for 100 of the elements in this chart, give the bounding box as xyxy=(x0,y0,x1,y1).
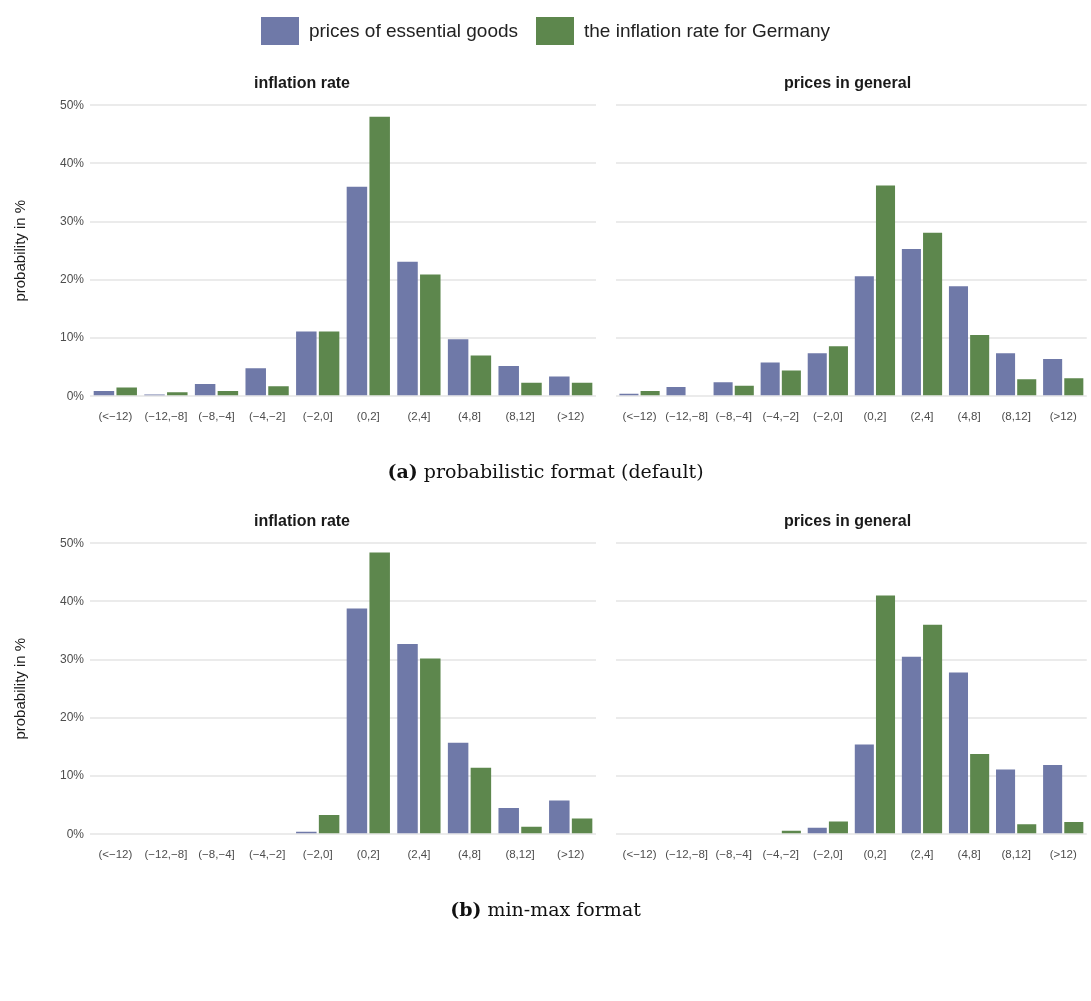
bar xyxy=(807,827,827,834)
bar xyxy=(318,814,340,834)
y-tick-label: 20% xyxy=(59,272,85,287)
bar xyxy=(666,386,686,396)
x-tick-label: (−8,−4] xyxy=(198,848,235,861)
legend-label: the inflation rate for Germany xyxy=(584,20,831,42)
x-tick-label: (−4,−2] xyxy=(248,410,286,423)
bar xyxy=(875,185,896,396)
x-tick-label: (4,8] xyxy=(957,848,981,861)
bar xyxy=(1043,764,1063,834)
x-tick-label: (−2,0] xyxy=(302,848,333,861)
x-tick-label: (−8,−4] xyxy=(715,848,752,861)
x-tick-label: (>12) xyxy=(557,848,585,861)
x-tick-label: (8,12] xyxy=(1001,410,1031,423)
bar xyxy=(970,335,990,396)
text: (b) min-max format xyxy=(449,897,642,922)
bar xyxy=(369,116,390,396)
bar xyxy=(640,390,660,396)
bar xyxy=(854,276,874,396)
chart-title: inflation rate xyxy=(253,74,351,92)
bar xyxy=(296,331,317,396)
bar xyxy=(397,261,418,396)
bar xyxy=(713,382,733,396)
x-tick-label: (0,2] xyxy=(356,848,380,861)
bar xyxy=(93,390,115,396)
bar xyxy=(571,382,593,396)
bar xyxy=(346,608,368,834)
chart-title: prices in general xyxy=(783,512,912,530)
bar xyxy=(447,742,469,834)
bar xyxy=(1064,821,1084,834)
bar xyxy=(470,355,492,396)
x-tick-label: (<−12) xyxy=(98,848,133,861)
bar xyxy=(1017,379,1037,396)
y-tick-label: 20% xyxy=(59,710,85,725)
bar xyxy=(901,248,921,396)
bar xyxy=(194,383,216,396)
bar xyxy=(875,595,896,834)
y-tick-label: 40% xyxy=(59,155,85,170)
y-tick-label: 0% xyxy=(66,826,85,841)
x-tick-label: (<−12) xyxy=(98,410,133,423)
bar xyxy=(420,658,441,834)
x-tick-label: (8,12] xyxy=(1001,848,1031,861)
bar xyxy=(1017,824,1037,834)
bar xyxy=(970,753,990,834)
bar xyxy=(828,821,848,834)
bar xyxy=(369,552,390,834)
x-tick-label: (−12,−8] xyxy=(665,848,709,861)
bar xyxy=(217,390,239,396)
x-tick-label: (−12,−8] xyxy=(144,410,188,423)
bar xyxy=(116,387,137,396)
x-tick-label: (−2,0] xyxy=(812,410,843,423)
x-tick-label: (−8,−4] xyxy=(715,410,752,423)
chart-title: prices in general xyxy=(783,74,912,92)
y-tick-label: 0% xyxy=(66,388,85,403)
x-tick-label: (>12) xyxy=(1049,848,1077,861)
bar xyxy=(571,818,593,834)
bar xyxy=(807,353,827,396)
y-tick-label: 30% xyxy=(59,213,85,228)
x-tick-label: (8,12] xyxy=(505,848,535,861)
bar xyxy=(397,643,418,834)
bar xyxy=(760,362,780,396)
bar xyxy=(268,386,289,396)
x-tick-label: (2,4] xyxy=(910,848,934,861)
x-tick-label: (0,2] xyxy=(863,848,887,861)
x-tick-label: (0,2] xyxy=(863,410,887,423)
x-tick-label: (−12,−8] xyxy=(144,848,188,861)
x-tick-label: (4,8] xyxy=(458,848,482,861)
text: (a) probabilistic format (default) xyxy=(386,459,705,484)
bar xyxy=(549,800,570,834)
x-tick-label: (−2,0] xyxy=(812,848,843,861)
x-tick-label: (−2,0] xyxy=(302,410,333,423)
bar xyxy=(420,274,441,396)
y-tick-label: 10% xyxy=(59,768,85,783)
bar xyxy=(167,392,188,396)
legend-label: prices of essential goods xyxy=(308,20,519,42)
bar xyxy=(923,624,943,834)
x-tick-label: (2,4] xyxy=(407,410,431,423)
bar xyxy=(498,808,519,834)
bar xyxy=(498,365,519,396)
y-axis-title: probability in % xyxy=(11,199,29,302)
bar xyxy=(901,656,921,834)
x-tick-label: (−4,−2] xyxy=(248,848,286,861)
x-tick-label: (0,2] xyxy=(356,410,380,423)
y-axis-title: probability in % xyxy=(11,637,29,740)
x-tick-label: (8,12] xyxy=(505,410,535,423)
bar xyxy=(948,672,969,834)
bar xyxy=(245,368,266,396)
y-tick-label: 50% xyxy=(59,535,85,550)
bar xyxy=(781,370,801,396)
x-tick-label: (−4,−2] xyxy=(762,848,799,861)
bar xyxy=(1043,358,1063,396)
x-tick-label: (4,8] xyxy=(957,410,981,423)
bar xyxy=(923,232,943,396)
x-tick-label: (>12) xyxy=(557,410,585,423)
bar xyxy=(1064,378,1084,396)
y-tick-label: 10% xyxy=(59,330,85,345)
bar xyxy=(996,769,1016,834)
y-tick-label: 50% xyxy=(59,97,85,112)
bar xyxy=(854,744,874,834)
bar xyxy=(734,385,754,396)
